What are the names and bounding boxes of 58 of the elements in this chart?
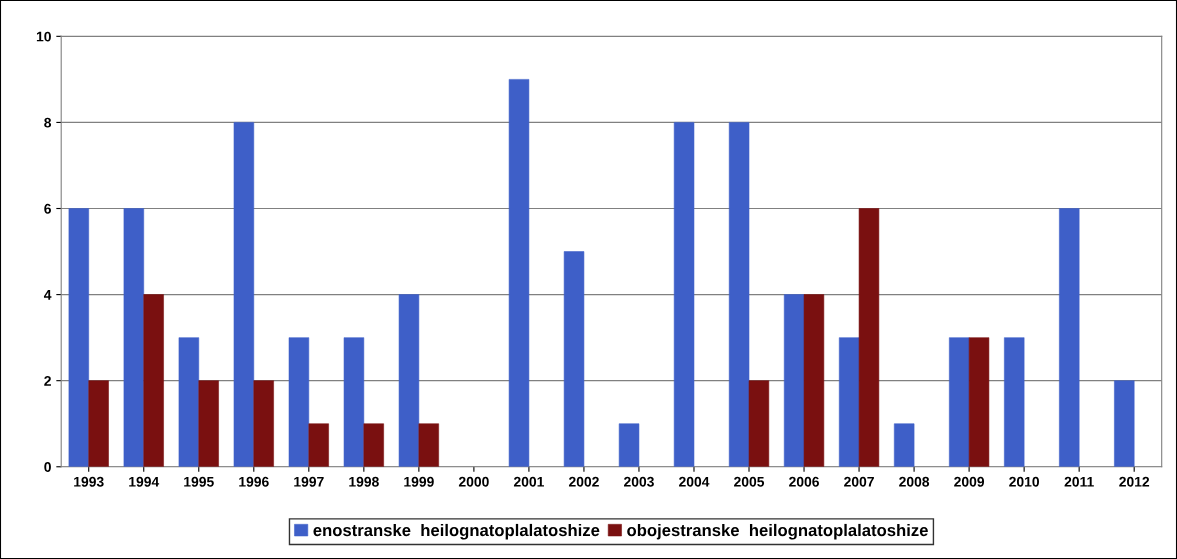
- bar: [343, 337, 365, 467]
- y-tick-label: 0: [44, 462, 51, 472]
- bar: [728, 122, 750, 467]
- x-tick-label: 2004: [679, 476, 710, 487]
- bar: [1059, 208, 1080, 467]
- bar: [968, 337, 990, 467]
- x-tick-label: 2002: [568, 476, 599, 487]
- bar: [618, 423, 640, 467]
- bar: [783, 294, 805, 467]
- x-tick-label: 1998: [349, 476, 379, 487]
- x-tick-label: 2009: [954, 476, 985, 487]
- bar: [198, 380, 219, 467]
- bar: [123, 208, 145, 467]
- bar: [803, 294, 825, 467]
- x-tick-label: 2008: [899, 476, 930, 487]
- legend-label: obojestranske heilognatoplalatoshize: [627, 523, 928, 540]
- bar: [68, 208, 89, 467]
- bar: [233, 122, 255, 467]
- x-tick-label: 2007: [844, 476, 874, 487]
- bar: [748, 380, 770, 467]
- x-tick-label: 1994: [129, 476, 160, 487]
- bar: [398, 294, 420, 467]
- x-tick-label: 2003: [624, 476, 654, 487]
- bar: [288, 337, 310, 467]
- x-tick-label: 2011: [1064, 476, 1094, 487]
- bar: [178, 337, 200, 467]
- x-tick-label: 2005: [734, 476, 765, 487]
- bar: [858, 208, 880, 467]
- bar: [949, 337, 970, 467]
- bar: [838, 337, 860, 467]
- y-tick-label: 2: [44, 376, 51, 386]
- x-tick-label: 1999: [404, 476, 434, 487]
- bar: [253, 380, 274, 467]
- x-tick-label: 2012: [1119, 476, 1150, 487]
- bar: [563, 251, 585, 467]
- x-tick-label: 1996: [239, 476, 269, 487]
- bar: [1004, 337, 1025, 467]
- bar: [363, 423, 384, 467]
- legend-label: enostranske heilognatoplalatoshize: [313, 523, 600, 540]
- x-tick-label: 1993: [74, 476, 104, 487]
- y-tick-label: 10: [36, 31, 51, 42]
- y-tick-label: 4: [43, 290, 52, 300]
- bar: [894, 423, 915, 467]
- x-tick-label: 2010: [1009, 476, 1040, 487]
- bar: [308, 423, 329, 467]
- bar: [418, 423, 439, 467]
- bar: [88, 380, 109, 467]
- y-tick-label: 6: [44, 203, 51, 214]
- x-tick-label: 2006: [789, 476, 819, 487]
- bar: [508, 79, 530, 467]
- x-tick-label: 1995: [184, 476, 214, 487]
- x-tick-label: 2000: [458, 476, 489, 487]
- bar: [1114, 380, 1135, 467]
- x-tick-label: 2001: [513, 476, 544, 487]
- x-tick-label: 1997: [294, 476, 324, 487]
- bar: [143, 294, 164, 467]
- y-tick-label: 8: [44, 117, 52, 128]
- bar: [673, 122, 695, 467]
